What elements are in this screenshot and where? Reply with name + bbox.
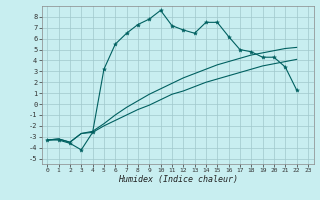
X-axis label: Humidex (Indice chaleur): Humidex (Indice chaleur) <box>118 175 237 184</box>
